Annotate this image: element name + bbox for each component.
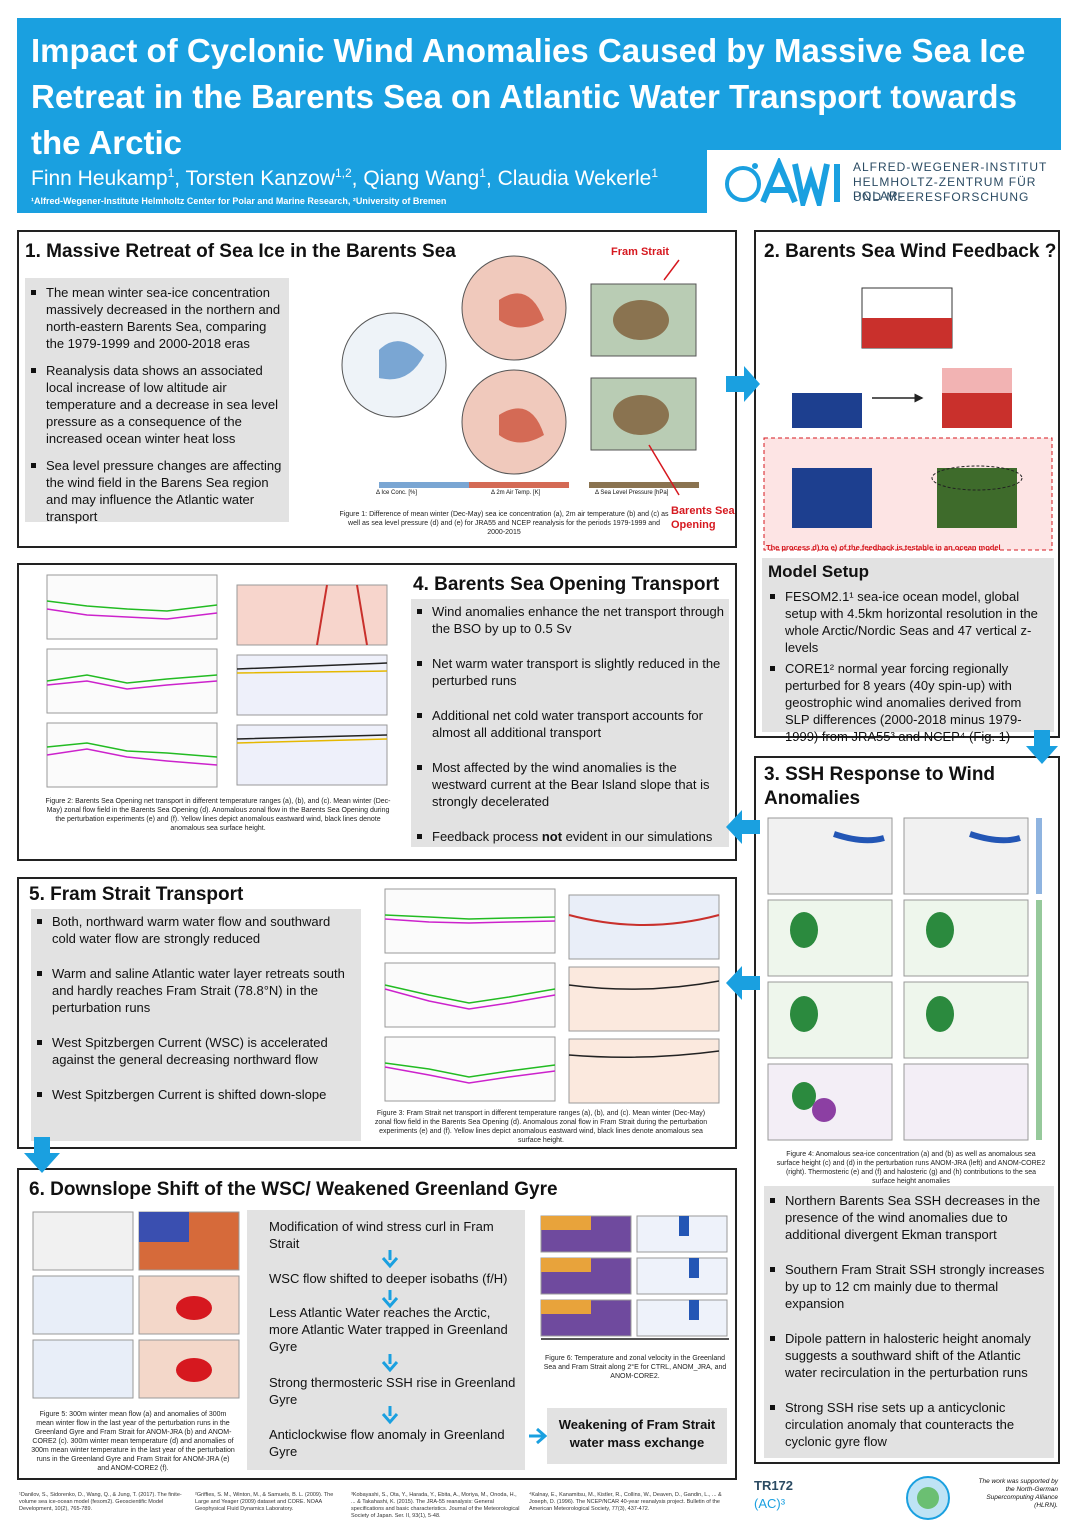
reference: ³Kobayashi, S., Ota, Y., Harada, Y., Ebi…: [351, 1492, 520, 1519]
section-title: 6. Downslope Shift of the WSC/ Weakened …: [29, 1179, 558, 1200]
flow-step: Less Atlantic Water reaches the Arctic, …: [269, 1305, 508, 1354]
section-title: 3. SSH Response to Wind Anomalies: [764, 764, 996, 809]
figure-1-maps: [341, 255, 699, 496]
reference: ²Griffies, S. M., Winton, M., & Samuels,…: [195, 1492, 334, 1512]
bullet: Dipole pattern in halosteric height anom…: [768, 1330, 1050, 1381]
bullet: Most affected by the wind anomalies is t…: [415, 759, 725, 810]
flow-step: Strong thermosteric SSH rise in Greenlan…: [269, 1375, 516, 1407]
left-arrow-icon: [726, 810, 760, 844]
flow-step: Anticlockwise flow anomaly in Greenland …: [269, 1427, 505, 1459]
bullet: Strong SSH rise sets up a anticyclonic c…: [768, 1399, 1050, 1450]
section-title: 2. Barents Sea Wind Feedback ?: [764, 241, 1057, 262]
logo-line: UND MEERESFORSCHUNG: [853, 190, 1030, 204]
section-title: 4. Barents Sea Opening Transport: [413, 574, 720, 595]
section-5: 5. Fram Strait Transport Both, northward…: [17, 877, 737, 1149]
bullet: Southern Fram Strait SSH strongly increa…: [768, 1261, 1050, 1312]
flow-box: [247, 1210, 525, 1470]
author: Finn Heukamp1,: [31, 166, 186, 190]
section-4: Figure 2: Barents Sea Opening net transp…: [17, 563, 737, 861]
bso-label: Barents Sea Opening: [671, 505, 735, 531]
down-arrow-icon: [1026, 730, 1058, 764]
bullet: FESOM2.1¹ sea-ice ocean model, global se…: [768, 588, 1048, 656]
bullet: CORE1² normal year forcing regionally pe…: [768, 660, 1048, 745]
figure-4-maps: [767, 817, 1042, 1141]
awi-logo: ALFRED-WEGENER-INSTITUT HELMHOLTZ-ZENTRU…: [707, 150, 1061, 213]
figure-caption: Figure 3: Fram Strait net transport in d…: [374, 1110, 708, 1144]
awi-globe-icon: [725, 158, 840, 206]
bullet: Northern Barents Sea SSH decreases in th…: [768, 1192, 1050, 1243]
tr172-logo: TR172: [754, 1478, 794, 1493]
poster-header: Impact of Cyclonic Wind Anomalies Caused…: [17, 18, 1061, 213]
author: Claudia Wekerle1: [497, 166, 659, 190]
bullet: Feedback process not evident in our simu…: [415, 828, 725, 845]
logo-line: ALFRED-WEGENER-INSTITUT: [853, 160, 1048, 174]
author: Torsten Kanzow1,2,: [185, 166, 364, 190]
support-note: The work was supported by the North-Germ…: [978, 1478, 1058, 1509]
bullet: Additional net cold water transport acco…: [415, 707, 725, 741]
bullet: The mean winter sea-ice concentration ma…: [29, 284, 285, 352]
figure-3-plots: [384, 888, 720, 1104]
colorbar-label: Δ 2m Air Temp. [K]: [491, 490, 541, 496]
bullet: West Spitzbergen Current (WSC) is accele…: [35, 1034, 357, 1068]
section-1: 1. Massive Retreat of Sea Ice in the Bar…: [17, 230, 737, 548]
right-arrow-icon: [726, 366, 760, 402]
bullet: Both, northward warm water flow and sout…: [35, 913, 357, 947]
figure-2-plots: [46, 574, 388, 788]
right-arrow-icon: [529, 1427, 548, 1445]
references: ¹Danilov, S., Sidorenko, D., Wang, Q., &…: [17, 1492, 737, 1522]
bullet: Net warm water transport is slightly red…: [415, 655, 725, 689]
logo-line: HELMHOLTZ-ZENTRUM FÜR POLAR-: [853, 175, 1037, 203]
bullet-box: Wind anomalies enhance the net transport…: [411, 599, 729, 847]
flow-step: Modification of wind stress curl in Fram…: [269, 1219, 494, 1251]
down-arrow-icon: [381, 1250, 399, 1269]
model-setup-box: Model Setup FESOM2.1¹ sea-ice ocean mode…: [762, 558, 1054, 744]
ac3-globe-icon: [906, 1476, 950, 1520]
figure-6-sections: [540, 1215, 729, 1340]
flow-step: WSC flow shifted to deeper isobaths (f/H…: [269, 1271, 508, 1286]
feedback-note: The process d) to e) of the feedback is …: [766, 543, 1001, 552]
section-title: 5. Fram Strait Transport: [29, 884, 244, 905]
bullet: Reanalysis data shows an associated loca…: [29, 362, 285, 447]
bullet: West Spitzbergen Current is shifted down…: [35, 1086, 357, 1103]
figure-caption: Figure 6: Temperature and zonal velocity…: [543, 1355, 727, 1380]
section-title: 1. Massive Retreat of Sea Ice in the Bar…: [25, 241, 456, 262]
bullet: Warm and saline Atlantic water layer ret…: [35, 965, 357, 1016]
ac3-logo: (AC)³: [754, 1496, 786, 1511]
bullet-box: The mean winter sea-ice concentration ma…: [25, 278, 289, 525]
colorbar-label: Δ Ice Conc. [%]: [376, 490, 418, 496]
bullet: Sea level pressure changes are affecting…: [29, 457, 285, 525]
bullet-box: Both, northward warm water flow and sout…: [31, 909, 361, 1141]
affiliations: ¹Alfred-Wegener-Institute Helmholtz Cent…: [31, 196, 447, 206]
bullet-box: Northern Barents Sea SSH decreases in th…: [764, 1186, 1054, 1458]
model-setup-title: Model Setup: [768, 562, 870, 581]
section-3: 3. SSH Response to Wind Anomalies Figure…: [754, 756, 1060, 1464]
left-arrow-icon: [726, 966, 760, 1000]
figure-caption: Figure 2: Barents Sea Opening net transp…: [45, 798, 391, 832]
section-6: 6. Downslope Shift of the WSC/ Weakened …: [17, 1168, 737, 1480]
figure-5-maps: [32, 1211, 240, 1399]
down-arrow-icon: [381, 1354, 399, 1373]
flow-arrows: [381, 1250, 399, 1425]
down-arrow-icon: [24, 1137, 60, 1173]
figure-caption: Figure 1: Difference of mean winter (Dec…: [339, 511, 669, 536]
down-arrow-icon: [381, 1290, 399, 1309]
reference: ⁴Kalnay, E., Kanamitsu, M., Kistler, R.,…: [529, 1492, 722, 1512]
figure-caption: Figure 5: 300m winter mean flow (a) and …: [31, 1411, 235, 1472]
colorbar-label: Δ Sea Level Pressure [hPa]: [595, 490, 669, 496]
down-arrow-icon: [381, 1406, 399, 1425]
author-list: Finn Heukamp1, Torsten Kanzow1,2, Qiang …: [31, 166, 658, 191]
conclusion-text: Weakening of Fram Strait water mass exch…: [558, 1417, 716, 1450]
author: Qiang Wang1,: [363, 166, 498, 190]
section-2: 2. Barents Sea Wind Feedback ? The proce…: [754, 230, 1060, 744]
reference: ¹Danilov, S., Sidorenko, D., Wang, Q., &…: [19, 1492, 182, 1512]
bullet: Wind anomalies enhance the net transport…: [415, 603, 725, 637]
figure-caption: Figure 4: Anomalous sea-ice concentratio…: [776, 1151, 1046, 1185]
poster-title: Impact of Cyclonic Wind Anomalies Caused…: [31, 32, 1026, 161]
feedback-schematic: [763, 287, 1053, 551]
fram-strait-label: Fram Strait: [611, 246, 670, 258]
conclusion-box: [547, 1408, 727, 1464]
footer-logos: TR172 (AC)³ The work was supported by th…: [754, 1474, 1060, 1524]
